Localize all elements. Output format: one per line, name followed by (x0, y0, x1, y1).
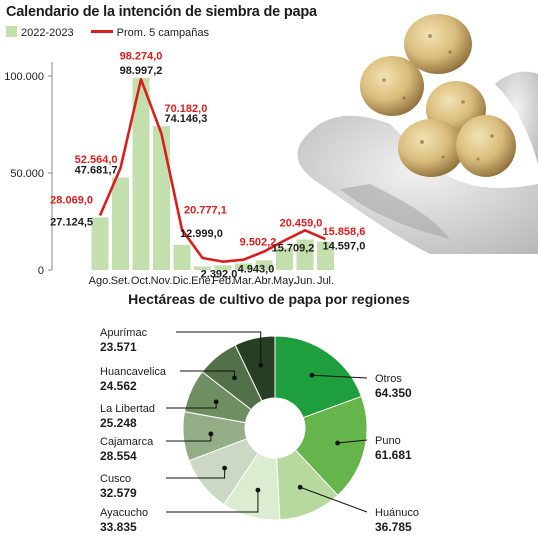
leader-line (299, 486, 368, 513)
leader-line (311, 374, 368, 379)
chart-title: Calendario de la intención de siembra de… (6, 4, 317, 20)
slice-label: Huancavelica (100, 366, 167, 378)
x-tick-label: Oct. (131, 275, 151, 287)
bar (194, 266, 211, 270)
x-tick-label: Set. (111, 275, 131, 287)
line-data-label: 70.182,0 (165, 103, 208, 115)
leader-dot (335, 440, 341, 446)
leader-line (337, 439, 368, 444)
bar-data-label: 12.999,0 (180, 228, 223, 240)
bar (173, 244, 191, 270)
leader-dot (232, 375, 237, 381)
bar (112, 177, 129, 270)
bar-data-label: 2.392,0 (201, 268, 238, 280)
slice-label: Puno (375, 435, 401, 447)
leader-line (166, 468, 226, 479)
bar-data-label: 14.597,0 (323, 241, 366, 253)
x-tick-label: Abr. (254, 275, 274, 287)
leader-dot (258, 362, 264, 368)
slice-label: La Libertad (100, 403, 155, 415)
potato (398, 119, 464, 177)
slice-label: Huánuco (375, 507, 419, 519)
x-tick-label: May. (273, 275, 296, 287)
legend-swatch-bar (6, 26, 17, 37)
series-line (98, 78, 327, 263)
x-tick-label: Nov. (151, 275, 173, 287)
bar-line-chart: 0 50.000 100.000 Ago. Set. Oct. Nov. Dic. Ene.Fe… (4, 50, 366, 287)
x-tick-label: Jul. (317, 275, 334, 287)
x-tick-label: Ene. (191, 275, 214, 287)
slice-label: Apurímac (100, 327, 148, 339)
leader-line (180, 370, 235, 378)
bar (91, 217, 109, 270)
bar-data-label: 98.997,2 (120, 65, 163, 77)
slice-label: Otros (375, 373, 402, 385)
potato (456, 115, 516, 177)
slice-value: 33.835 (100, 520, 137, 534)
leader-dot (213, 399, 219, 405)
hand-shape (340, 184, 450, 239)
bar (255, 260, 273, 270)
slice-value: 23.571 (100, 340, 137, 354)
legend-label-line: Prom. 5 campañas (116, 27, 209, 39)
line-data-label: 98.274,0 (120, 50, 163, 62)
y-tick-label: 50.000 (10, 168, 44, 180)
line-data-label: 20.777,1 (184, 205, 227, 217)
bar (317, 241, 334, 270)
slice-value: 32.579 (100, 486, 137, 500)
donut-slice (294, 395, 368, 496)
slice-value: 64.350 (375, 386, 412, 400)
bar (276, 248, 293, 270)
slice-value: 24.562 (100, 379, 137, 393)
donut-title: Hectáreas de cultivo de papa por regione… (128, 291, 410, 307)
bar-data-label: 15.709,2 (272, 243, 315, 255)
leader-dot (208, 431, 214, 437)
bar-data-label: 27.124,5 (50, 216, 93, 228)
leader-line (166, 401, 217, 409)
legend: 2022-2023 Prom. 5 campañas (6, 26, 209, 42)
slice-label: Ayacucho (100, 507, 148, 519)
x-tick-label: Mar. (233, 275, 254, 287)
line-data-label: 20.459,0 (280, 217, 323, 229)
bar (235, 263, 252, 270)
bar-data-label: 4.943,0 (238, 263, 275, 275)
slice-value: 36.785 (375, 520, 412, 534)
line-data-label: 15.858,6 (323, 226, 366, 238)
bar (214, 265, 232, 270)
bar-data-label: 74.146,3 (165, 113, 208, 125)
x-tick-label: Feb. (212, 275, 234, 287)
leader-line (176, 331, 262, 366)
leader-line (166, 490, 259, 513)
potatoes-in-hands-illustration (297, 14, 538, 254)
x-tick-label: Dic. (173, 275, 192, 287)
bar-data-label: 47.681,7 (75, 164, 118, 176)
line-data-label: 52.564,0 (75, 154, 118, 166)
slice-value: 61.681 (375, 448, 412, 462)
x-tick-label: Jun. (295, 275, 316, 287)
hand-shape (297, 115, 538, 254)
line-data-label: 28.069,0 (50, 195, 93, 207)
bar (296, 239, 314, 270)
donut-slice (274, 335, 363, 419)
donut-slice (234, 335, 276, 402)
slice-value: 25.248 (100, 416, 137, 430)
slice-value: 28.554 (100, 449, 137, 463)
potato (404, 14, 472, 74)
y-tick-label: 0 (38, 265, 44, 277)
legend-swatch-line (90, 30, 113, 33)
bar (132, 77, 150, 270)
bar (153, 126, 170, 270)
slice-label: Cusco (100, 473, 131, 485)
line-data-label: 9.502,2 (240, 237, 277, 249)
potato (360, 56, 424, 116)
hand-shape (495, 71, 538, 164)
legend-label-bar: 2022-2023 (21, 27, 74, 39)
leader-line (166, 433, 212, 442)
x-tick-label: Ago. (89, 275, 112, 287)
slice-label: Cajamarca (100, 436, 154, 448)
y-tick-label: 100.000 (4, 71, 44, 83)
